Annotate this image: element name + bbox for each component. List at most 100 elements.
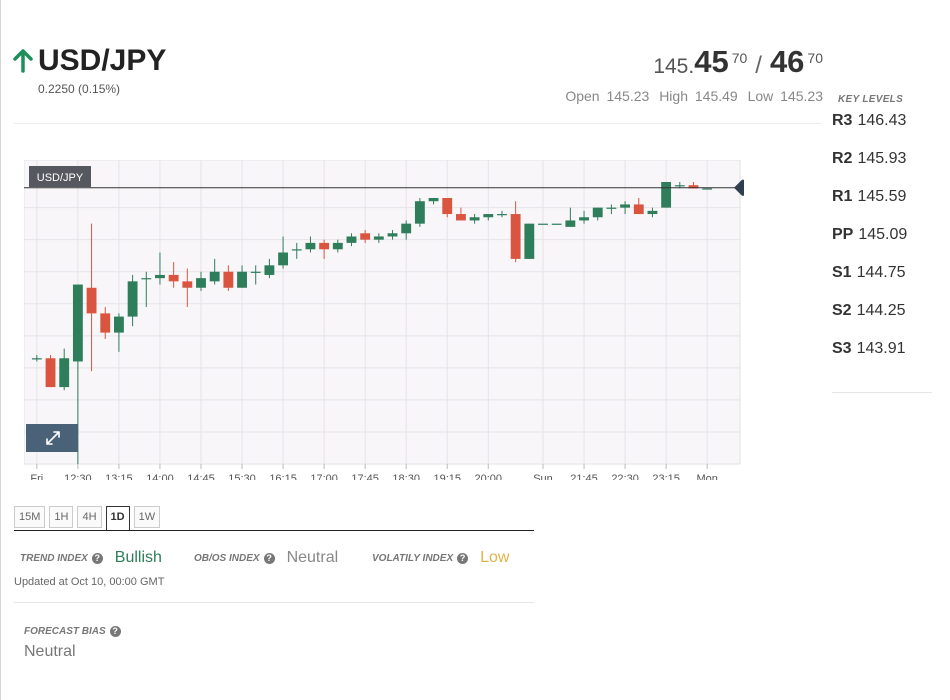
candle-body (223, 271, 234, 288)
x-tick-label: 19:15 (433, 473, 461, 480)
candle-body (86, 287, 97, 314)
candle-body (319, 242, 330, 250)
x-tick-label: Fri (30, 473, 43, 480)
candle-body (196, 278, 206, 288)
quote: 145. 45 70 / 46 70 (653, 44, 823, 80)
candle-body (182, 281, 193, 288)
up-arrow-icon (13, 49, 33, 73)
symbol-label: USD/JPY (37, 172, 84, 184)
candle-body (346, 236, 357, 243)
volatility-index: VOLATILY INDEX ? Low (372, 549, 509, 567)
key-level-label: R1 (832, 188, 853, 205)
help-icon[interactable]: ? (457, 552, 469, 564)
candle-body (538, 223, 548, 225)
price-change: 0.2250 (0.15%) (38, 82, 121, 96)
section-divider (14, 602, 534, 603)
key-levels-divider (832, 392, 932, 393)
candlestick-chart-svg[interactable]: 145.400145.300145.200145.100145.000144.9… (24, 160, 744, 480)
candle-body (45, 358, 56, 388)
volatility-index-value: Low (480, 549, 510, 566)
high-label: High (659, 88, 688, 104)
key-level-s1: S1 144.75 (832, 264, 906, 282)
x-tick-label: 20:00 (475, 473, 503, 480)
timeframe-1w-button[interactable]: 1W (133, 506, 161, 528)
key-level-label: S1 (832, 264, 852, 281)
x-tick-label: Mon (696, 473, 717, 480)
x-tick-label: 16:15 (269, 473, 297, 480)
x-tick-label: 17:00 (310, 473, 338, 480)
x-tick-label: 15:30 (228, 473, 256, 480)
key-level-value: 146.43 (857, 112, 907, 129)
key-level-s2: S2 144.25 (832, 302, 906, 320)
quote-separator: / (755, 52, 762, 79)
candle-body (524, 223, 535, 259)
candle-body (497, 214, 507, 216)
candle-body (428, 198, 439, 202)
candle-body (373, 236, 384, 240)
bid-big-figure: 45 (694, 44, 729, 79)
key-level-label: PP (832, 226, 854, 243)
candle-body (113, 316, 124, 333)
candle-body (264, 265, 275, 275)
help-icon[interactable]: ? (91, 552, 103, 564)
low-value: 145.23 (780, 88, 823, 104)
ask-pip: 70 (807, 50, 823, 66)
help-icon[interactable]: ? (109, 626, 121, 637)
open-label: Open (565, 88, 600, 104)
candle-body (633, 204, 644, 215)
candle-body (100, 313, 111, 333)
candle-body (702, 188, 713, 190)
x-tick-label: 14:00 (146, 473, 174, 480)
last-price-tag (734, 179, 744, 196)
candle-body (127, 281, 138, 317)
candle-body (360, 233, 371, 240)
candle-body (141, 278, 152, 280)
key-level-label: S3 (832, 340, 852, 357)
candle-body (606, 207, 617, 209)
candle-body (674, 185, 685, 187)
key-level-r2: R2 145.93 (832, 150, 906, 168)
bid-pip: 70 (731, 50, 748, 66)
obos-index: OB/OS INDEX ? Neutral (194, 549, 338, 567)
ohl-summary: Open 145.23 High 145.49 Low 145.23 (559, 88, 823, 104)
candle-body (579, 217, 589, 221)
forecast-bias: FORECAST BIAS ? (24, 626, 133, 637)
pair-name: USD/JPY (38, 44, 167, 77)
key-level-r1: R1 145.59 (832, 188, 906, 206)
key-level-value: 144.75 (856, 264, 906, 281)
key-level-label: R2 (832, 150, 853, 167)
key-level-value: 145.09 (858, 226, 908, 243)
timeframe-4h-button[interactable]: 4H (77, 506, 102, 528)
candle-body (455, 214, 466, 221)
x-tick-label: Sun (533, 473, 553, 480)
candle-body (661, 182, 672, 208)
key-level-label: R3 (832, 112, 853, 129)
help-icon[interactable]: ? (263, 552, 275, 564)
high-value: 145.49 (694, 88, 738, 104)
obos-index-label: OB/OS INDEX (194, 552, 260, 564)
x-tick-label: 22:30 (611, 473, 639, 480)
timeframe-1d-button[interactable]: 1D (105, 506, 130, 531)
price-chart[interactable]: 145.400145.300145.200145.100145.000144.9… (24, 160, 744, 480)
volatility-index-label: VOLATILY INDEX (372, 552, 454, 564)
key-level-label: S2 (832, 302, 852, 319)
x-tick-label: 13:15 (105, 473, 133, 480)
candle-body (510, 214, 521, 259)
x-tick-label: 17:45 (351, 473, 379, 480)
symbol-label-box (29, 166, 91, 187)
candle-body (291, 249, 302, 251)
updated-timestamp: Updated at Oct 10, 00:00 GMT (14, 576, 165, 588)
candle-body (332, 242, 343, 250)
x-tick-label: 14:45 (187, 473, 215, 480)
candle-body (469, 217, 480, 221)
plot-area (24, 160, 741, 465)
forecast-bias-value: Neutral (24, 643, 76, 660)
timeframe-15m-button[interactable]: 15M (14, 506, 46, 528)
key-level-value: 145.59 (857, 188, 907, 205)
candle-body (168, 274, 179, 282)
timeframe-1h-button[interactable]: 1H (49, 506, 74, 528)
expand-icon (46, 431, 60, 445)
candle-body (305, 242, 316, 250)
timeframe-selector: 15M 1H 4H 1D 1W (14, 506, 164, 531)
candle-body (483, 214, 494, 218)
